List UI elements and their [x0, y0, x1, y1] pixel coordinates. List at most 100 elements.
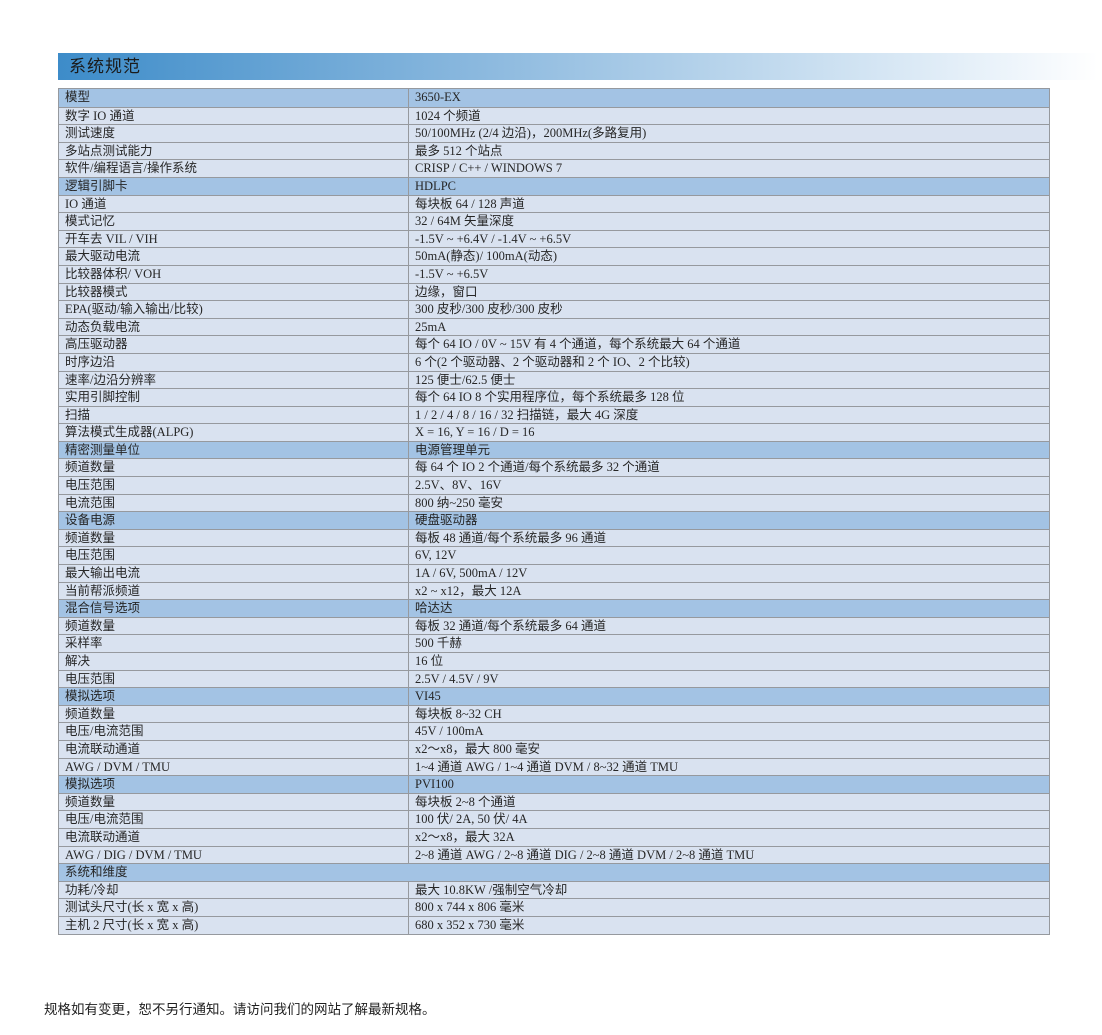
spec-label: 多站点测试能力 — [59, 142, 409, 160]
spec-value: 32 / 64M 矢量深度 — [415, 214, 514, 229]
spec-label: 主机 2 尺寸(长 x 宽 x 高) — [59, 916, 409, 934]
spec-value: 边缘，窗口 — [415, 284, 478, 299]
table-row: 扫描 1 / 2 / 4 / 8 / 16 / 32 扫描链，最大 4G 深度 — [59, 405, 1049, 424]
spec-label: 解决 — [59, 653, 409, 670]
spec-value: 最大 10.8KW /强制空气冷却 — [415, 882, 568, 897]
table-row: 开车去 VIL / VIH -1.5V ~ +6.4V / -1.4V ~ +6… — [59, 229, 1049, 248]
spec-value: x2 ~ x12，最大 12A — [415, 583, 522, 598]
table-row: 解决 16 位 — [59, 652, 1049, 670]
spec-label: 最大驱动电流 — [59, 248, 409, 265]
section-row: 设备电源 硬盘驱动器 — [59, 511, 1049, 529]
table-row: 实用引脚控制 每个 64 IO 8 个实用程序位，每个系统最多 128 位 — [59, 388, 1049, 406]
spec-value: 最多 512 个站点 — [415, 143, 503, 158]
spec-value: 45V / 100mA — [415, 724, 484, 739]
table-row: 最大输出电流 1A / 6V, 500mA / 12V — [59, 564, 1049, 582]
spec-label: 动态负载电流 — [59, 318, 409, 336]
spec-label: 系统和维度 — [65, 865, 128, 880]
page-title: 系统规范 — [58, 53, 1098, 80]
spec-label: 比较器体积/ VOH — [59, 265, 409, 283]
spec-label: 扫描 — [59, 406, 409, 424]
spec-label: 混合信号选项 — [59, 600, 409, 617]
spec-value: -1.5V ~ +6.4V / -1.4V ~ +6.5V — [415, 231, 572, 246]
spec-value: 电源管理单元 — [415, 442, 491, 457]
spec-value: 每块板 2~8 个通道 — [415, 794, 516, 809]
spec-label: IO 通道 — [59, 195, 409, 213]
spec-value: 每板 48 通道/每个系统最多 96 通道 — [415, 530, 606, 545]
spec-label: AWG / DVM / TMU — [59, 758, 409, 776]
table-row: 主机 2 尺寸(长 x 宽 x 高) 680 x 352 x 730 毫米 — [59, 915, 1049, 934]
spec-table: 模型 3650-EX 数字 IO 通道 1024 个频道 测试速度 50/100… — [58, 88, 1050, 935]
table-row: 功耗/冷却 最大 10.8KW /强制空气冷却 — [59, 880, 1049, 899]
spec-label: 频道数量 — [59, 705, 409, 723]
table-row: 比较器模式 边缘，窗口 — [59, 282, 1049, 301]
spec-value: X = 16, Y = 16 / D = 16 — [415, 425, 535, 440]
spec-label: 电流范围 — [59, 494, 409, 512]
spec-value: 16 位 — [415, 654, 444, 668]
spec-label: 频道数量 — [59, 529, 409, 547]
spec-label: 逻辑引脚卡 — [59, 177, 409, 195]
table-row: 频道数量 每板 32 通道/每个系统最多 64 通道 — [59, 616, 1049, 635]
table-row: 测试头尺寸(长 x 宽 x 高) 800 x 744 x 806 毫米 — [59, 898, 1049, 916]
spec-value: x2～x8，最大 800 毫安 — [415, 741, 541, 756]
section-row: 精密测量单位 电源管理单元 — [59, 440, 1049, 459]
table-row: 时序边沿 6 个(2 个驱动器、2 个驱动器和 2 个 IO、2 个比较) — [59, 352, 1049, 371]
spec-label: AWG / DIG / DVM / TMU — [59, 846, 409, 864]
spec-label: 比较器模式 — [59, 283, 409, 301]
spec-value: 哈达达 — [415, 601, 453, 616]
section-row: 模型 3650-EX — [59, 89, 1049, 107]
spec-label: 频道数量 — [59, 459, 409, 477]
spec-value: 1~4 通道 AWG / 1~4 通道 DVM / 8~32 通道 TMU — [415, 759, 679, 774]
spec-label: 当前帮派频道 — [59, 582, 409, 600]
spec-label: 功耗/冷却 — [59, 881, 409, 899]
spec-label: 电压范围 — [59, 477, 409, 494]
spec-label: 电压范围 — [59, 670, 409, 688]
spec-value: 每板 32 通道/每个系统最多 64 通道 — [415, 618, 606, 633]
spec-value: 每块板 8~32 CH — [415, 706, 502, 721]
table-row: 最大驱动电流 50mA(静态)/ 100mA(动态) — [59, 247, 1049, 265]
spec-label: 模拟选项 — [59, 776, 409, 793]
spec-value: 每个 64 IO / 0V ~ 15V 有 4 个通道，每个系统最大 64 个通… — [415, 337, 741, 352]
section-row: 模拟选项 VI45 — [59, 687, 1049, 705]
spec-value: 1 / 2 / 4 / 8 / 16 / 32 扫描链，最大 4G 深度 — [415, 407, 639, 422]
spec-value: 1024 个频道 — [415, 108, 481, 123]
spec-value: 每 64 个 IO 2 个通道/每个系统最多 32 个通道 — [415, 460, 660, 475]
spec-label: 采样率 — [59, 635, 409, 652]
table-row: 电流联动通道 x2～x8，最大 32A — [59, 827, 1049, 846]
table-row: 数字 IO 通道 1024 个频道 — [59, 106, 1049, 125]
table-row: 电流联动通道 x2～x8，最大 800 毫安 — [59, 739, 1049, 758]
table-row: 比较器体积/ VOH -1.5V ~ +6.5V — [59, 264, 1049, 283]
table-row: 采样率 500 千赫 — [59, 634, 1049, 652]
table-row: 电流范围 800 纳~250 毫安 — [59, 493, 1049, 512]
table-row: 频道数量 每块板 2~8 个通道 — [59, 792, 1049, 811]
spec-label: 模拟选项 — [59, 688, 409, 705]
section-row: 模拟选项 PVI100 — [59, 775, 1049, 793]
spec-value: 2.5V、8V、16V — [415, 478, 502, 493]
spec-label: 速率/边沿分辨率 — [59, 371, 409, 389]
footer-note: 规格如有变更，恕不另行通知。请访问我们的网站了解最新规格。 — [44, 1002, 436, 1017]
spec-label: 频道数量 — [59, 617, 409, 635]
spec-label: 电压/电流范围 — [59, 723, 409, 740]
table-row: 电压范围 2.5V / 4.5V / 9V — [59, 669, 1049, 688]
spec-value: 680 x 352 x 730 毫米 — [415, 917, 525, 932]
spec-label: 开车去 VIL / VIH — [59, 230, 409, 248]
table-row: 速率/边沿分辨率 125 便士/62.5 便士 — [59, 370, 1049, 389]
section-row: 混合信号选项 哈达达 — [59, 599, 1049, 617]
table-row: 电压范围 6V, 12V — [59, 546, 1049, 565]
spec-value: x2～x8，最大 32A — [415, 829, 515, 844]
table-row: 动态负载电流 25mA — [59, 317, 1049, 336]
table-row: AWG / DIG / DVM / TMU 2~8 通道 AWG / 2~8 通… — [59, 845, 1049, 864]
spec-label: 频道数量 — [59, 793, 409, 811]
spec-value: -1.5V ~ +6.5V — [415, 266, 489, 281]
spec-label: 电流联动通道 — [59, 740, 409, 758]
spec-value: VI45 — [415, 689, 441, 704]
spec-value: 2~8 通道 AWG / 2~8 通道 DIG / 2~8 通道 DVM / 2… — [415, 847, 755, 862]
table-row: 测试速度 50/100MHz (2/4 边沿)，200MHz(多路复用) — [59, 124, 1049, 142]
spec-label: 软件/编程语言/操作系统 — [59, 160, 409, 177]
table-row: 高压驱动器 每个 64 IO / 0V ~ 15V 有 4 个通道，每个系统最大… — [59, 335, 1049, 353]
spec-value: 6V, 12V — [415, 548, 457, 563]
table-row: 软件/编程语言/操作系统 CRISP / C++ / WINDOWS 7 — [59, 159, 1049, 177]
spec-value: 800 x 744 x 806 毫米 — [415, 900, 525, 915]
table-row: 电压/电流范围 45V / 100mA — [59, 722, 1049, 740]
section-row: 逻辑引脚卡 HDLPC — [59, 176, 1049, 195]
table-row: 电压范围 2.5V、8V、16V — [59, 476, 1049, 494]
